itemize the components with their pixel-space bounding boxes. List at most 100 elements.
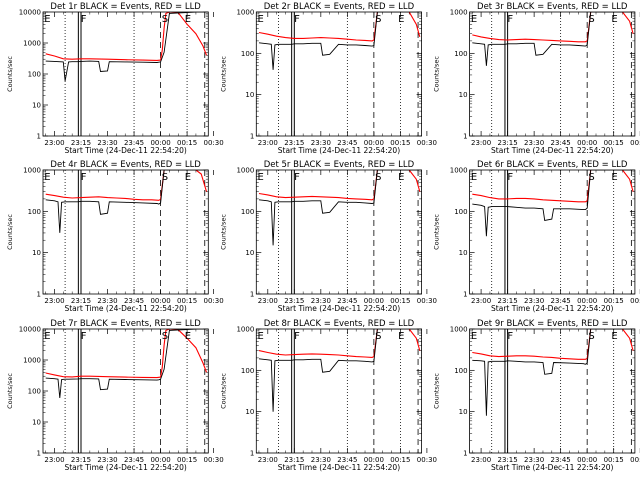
- events-series-line: [472, 329, 634, 416]
- y-tick-label: 1: [37, 133, 41, 141]
- y-tick-label: 1000: [23, 357, 41, 365]
- interval-marker-label: E: [185, 172, 191, 183]
- interval-marker-label: S: [162, 172, 168, 183]
- y-tick-label: 1000: [23, 40, 41, 48]
- y-axis-label: Counts/sec: [219, 373, 227, 409]
- plot-frame: [42, 11, 209, 137]
- y-tick-label: 1: [463, 291, 467, 299]
- interval-marker-label: S: [162, 14, 168, 25]
- y-tick-label: 1000: [450, 9, 468, 17]
- x-tick-label: 23:30: [97, 456, 117, 464]
- x-tick-label: 00:00: [577, 297, 597, 305]
- interval-marker-label: E: [258, 172, 264, 183]
- lld-series-line: [258, 170, 421, 201]
- detector-panel-3: Det 3r BLACK = Events, RED = LLD Counts/s…: [433, 2, 640, 155]
- x-tick-label: 00:30: [417, 297, 437, 305]
- y-tick-label: 10: [32, 249, 41, 257]
- x-tick-label: 23:45: [337, 456, 357, 464]
- events-series-line: [258, 170, 420, 246]
- interval-marker-label: F: [81, 14, 87, 25]
- detector-panel-6: Det 6r BLACK = Events, RED = LLD Counts/s…: [433, 160, 640, 313]
- x-tick-label: 23:45: [551, 456, 571, 464]
- interval-marker-label: F: [294, 172, 300, 183]
- x-tick-label: 23:00: [471, 456, 491, 464]
- panel-title: Det 3r BLACK = Events, RED = LLD: [477, 2, 628, 12]
- y-tick-label: 100: [454, 50, 467, 58]
- x-tick-label: 23:45: [124, 139, 144, 147]
- x-tick-label: 00:00: [364, 139, 384, 147]
- y-tick-label: 1: [463, 450, 467, 458]
- x-axis-label: Start Time (24-Dec-11 22:54:20): [278, 463, 400, 472]
- events-series-line: [45, 329, 207, 398]
- interval-marker-label: E: [471, 14, 477, 25]
- x-tick-label: 23:15: [71, 456, 91, 464]
- x-tick-label: 00:15: [604, 456, 624, 464]
- x-tick-label: 23:00: [258, 139, 278, 147]
- detector-panel-2: Det 2r BLACK = Events, RED = LLD Counts/s…: [219, 2, 437, 155]
- x-tick-label: 23:30: [97, 139, 117, 147]
- x-tick-label: 00:30: [204, 456, 224, 464]
- x-tick-label: 00:30: [204, 139, 224, 147]
- detector-panel-1: Det 1r BLACK = Events, RED = LLD Counts/s…: [6, 2, 224, 155]
- lld-series-line: [472, 329, 634, 360]
- x-tick-label: 23:00: [44, 297, 64, 305]
- x-tick-label: 23:30: [97, 297, 117, 305]
- panel-title: Det 6r BLACK = Events, RED = LLD: [477, 160, 628, 170]
- x-tick-label: 23:15: [498, 297, 518, 305]
- y-tick-label: 1: [250, 133, 254, 141]
- x-tick-label: 00:00: [577, 456, 597, 464]
- plot-frame: [469, 328, 636, 454]
- y-tick-label: 100: [454, 208, 467, 216]
- y-tick-label: 100: [241, 367, 254, 375]
- plot-frame: [42, 328, 209, 454]
- y-tick-label: 10: [32, 102, 41, 110]
- events-series-line: [45, 170, 207, 233]
- x-tick-label: 23:00: [44, 456, 64, 464]
- plot-area: [258, 170, 421, 294]
- plot-area: [258, 329, 421, 453]
- x-tick-label: 23:00: [258, 297, 278, 305]
- x-tick-label: 00:00: [364, 297, 384, 305]
- y-tick-label: 10: [245, 91, 254, 99]
- lld-series-line: [45, 170, 208, 201]
- plot-frame: [255, 11, 422, 137]
- x-axis-label: Start Time (24-Dec-11 22:54:20): [64, 146, 186, 155]
- y-tick-label: 1: [250, 291, 254, 299]
- x-tick-label: 23:00: [471, 297, 491, 305]
- detector-panel-8: Det 8r BLACK = Events, RED = LLD Counts/s…: [219, 319, 437, 472]
- y-tick-label: 10: [245, 249, 254, 257]
- x-tick-label: 00:00: [150, 139, 170, 147]
- y-tick-label: 1000: [236, 167, 254, 175]
- interval-marker-label: E: [185, 331, 191, 342]
- interval-marker-label: E: [471, 172, 477, 183]
- x-tick-label: 00:30: [630, 456, 640, 464]
- x-tick-label: 00:30: [630, 297, 640, 305]
- lld-series-line: [258, 329, 421, 358]
- plot-area: [45, 329, 208, 453]
- events-series-line: [258, 12, 420, 70]
- x-tick-label: 23:30: [524, 139, 544, 147]
- x-tick-label: 23:15: [498, 456, 518, 464]
- interval-marker-label: F: [81, 331, 87, 342]
- x-tick-label: 00:15: [177, 139, 197, 147]
- x-tick-label: 23:45: [337, 297, 357, 305]
- x-tick-label: 23:30: [311, 139, 331, 147]
- interval-marker-label: E: [611, 172, 617, 183]
- x-tick-label: 23:15: [71, 297, 91, 305]
- y-tick-label: 10000: [19, 326, 41, 334]
- panel-title: Det 5r BLACK = Events, RED = LLD: [264, 160, 415, 170]
- plot-frame: [469, 169, 636, 295]
- x-axis-label: Start Time (24-Dec-11 22:54:20): [64, 304, 186, 313]
- x-axis-label: Start Time (24-Dec-11 22:54:20): [491, 146, 613, 155]
- panel-title: Det 9r BLACK = Events, RED = LLD: [477, 319, 628, 329]
- interval-marker-label: E: [398, 14, 404, 25]
- x-tick-label: 23:15: [284, 139, 304, 147]
- y-tick-label: 100: [28, 71, 41, 79]
- interval-marker-label: F: [507, 172, 513, 183]
- x-axis-label: Start Time (24-Dec-11 22:54:20): [278, 146, 400, 155]
- interval-marker-label: S: [162, 331, 168, 342]
- lld-series-line: [45, 12, 208, 61]
- x-tick-label: 23:00: [471, 139, 491, 147]
- x-tick-label: 00:15: [604, 139, 624, 147]
